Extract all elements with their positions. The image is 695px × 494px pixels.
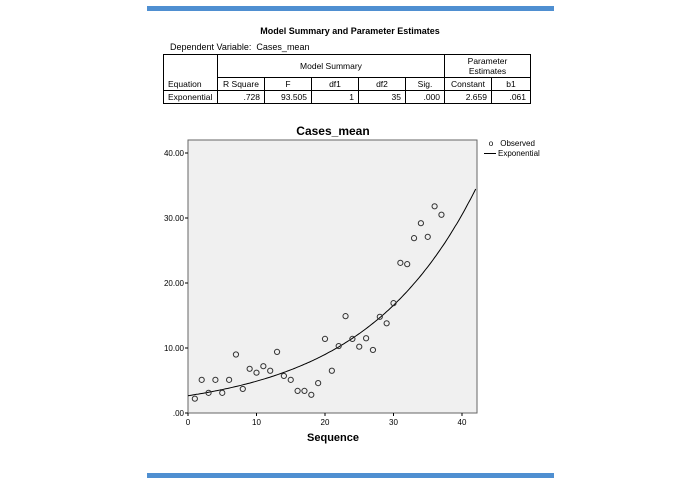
svg-text:30.00: 30.00 [164,214,185,223]
observed-points [191,203,445,402]
data-point [315,380,322,387]
data-point [273,348,281,355]
data-point [321,335,329,342]
data-point [212,376,219,383]
circle-icon: o [488,139,494,148]
data-point [328,367,335,374]
data-point [383,320,390,327]
data-point [267,367,274,374]
data-point [280,372,287,380]
data-point [260,363,267,370]
svg-text:40.00: 40.00 [164,149,185,158]
data-point [369,346,377,354]
svg-text:30: 30 [389,418,398,427]
data-point [363,335,370,342]
data-point [410,235,418,242]
data-point [424,233,431,240]
model-summary-table: Equation Model Summary Parameter Estimat… [163,54,531,104]
svg-text:.00: .00 [173,409,185,418]
table-row: Exponential .728 93.505 1 35 .000 2.659 … [163,90,531,104]
data-point [397,259,404,266]
group-model-summary: Model Summary [217,54,445,78]
top-divider [147,6,554,11]
data-point [342,313,349,320]
chart-title: Cases_mean [296,124,370,138]
svg-text:20.00: 20.00 [164,279,185,288]
legend-exponential: Exponential [484,149,540,159]
data-point [219,389,226,396]
data-point [417,220,424,227]
line-icon [484,153,496,155]
data-point [349,335,356,342]
data-point [335,342,342,350]
data-point [232,351,240,358]
svg-text:40: 40 [458,418,467,427]
exponential-fit-line [187,188,477,397]
data-point [226,376,233,383]
data-point [191,395,198,402]
svg-text:0: 0 [186,418,191,427]
data-point [239,385,246,393]
data-point [205,389,212,396]
data-point [253,369,260,376]
legend: o Observed Exponential [484,139,540,159]
data-point [198,376,205,383]
data-point [431,203,438,210]
data-point [287,376,294,383]
data-point [308,391,315,398]
data-point [301,387,308,394]
data-point [246,365,253,372]
data-point [294,387,301,394]
group-parameter-estimates: Parameter Estimates [444,54,531,78]
data-point [438,211,445,218]
data-point [404,261,411,268]
table-title: Model Summary and Parameter Estimates [260,26,440,36]
dependent-variable: Dependent Variable: Cases_mean [170,42,310,52]
svg-text:10: 10 [252,418,261,427]
legend-observed: o Observed [484,139,540,149]
data-point [390,300,397,307]
data-point [376,313,383,320]
x-axis-label: Sequence [307,432,359,444]
data-point [356,343,363,350]
svg-text:10.00: 10.00 [164,344,185,353]
svg-text:20: 20 [321,418,330,427]
bottom-divider [147,473,554,478]
